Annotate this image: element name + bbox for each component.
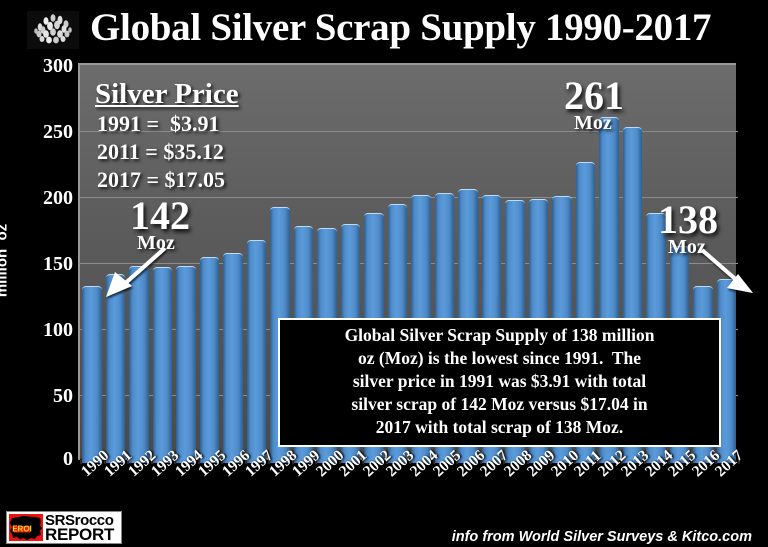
svg-text:EROI: EROI [12, 525, 32, 534]
